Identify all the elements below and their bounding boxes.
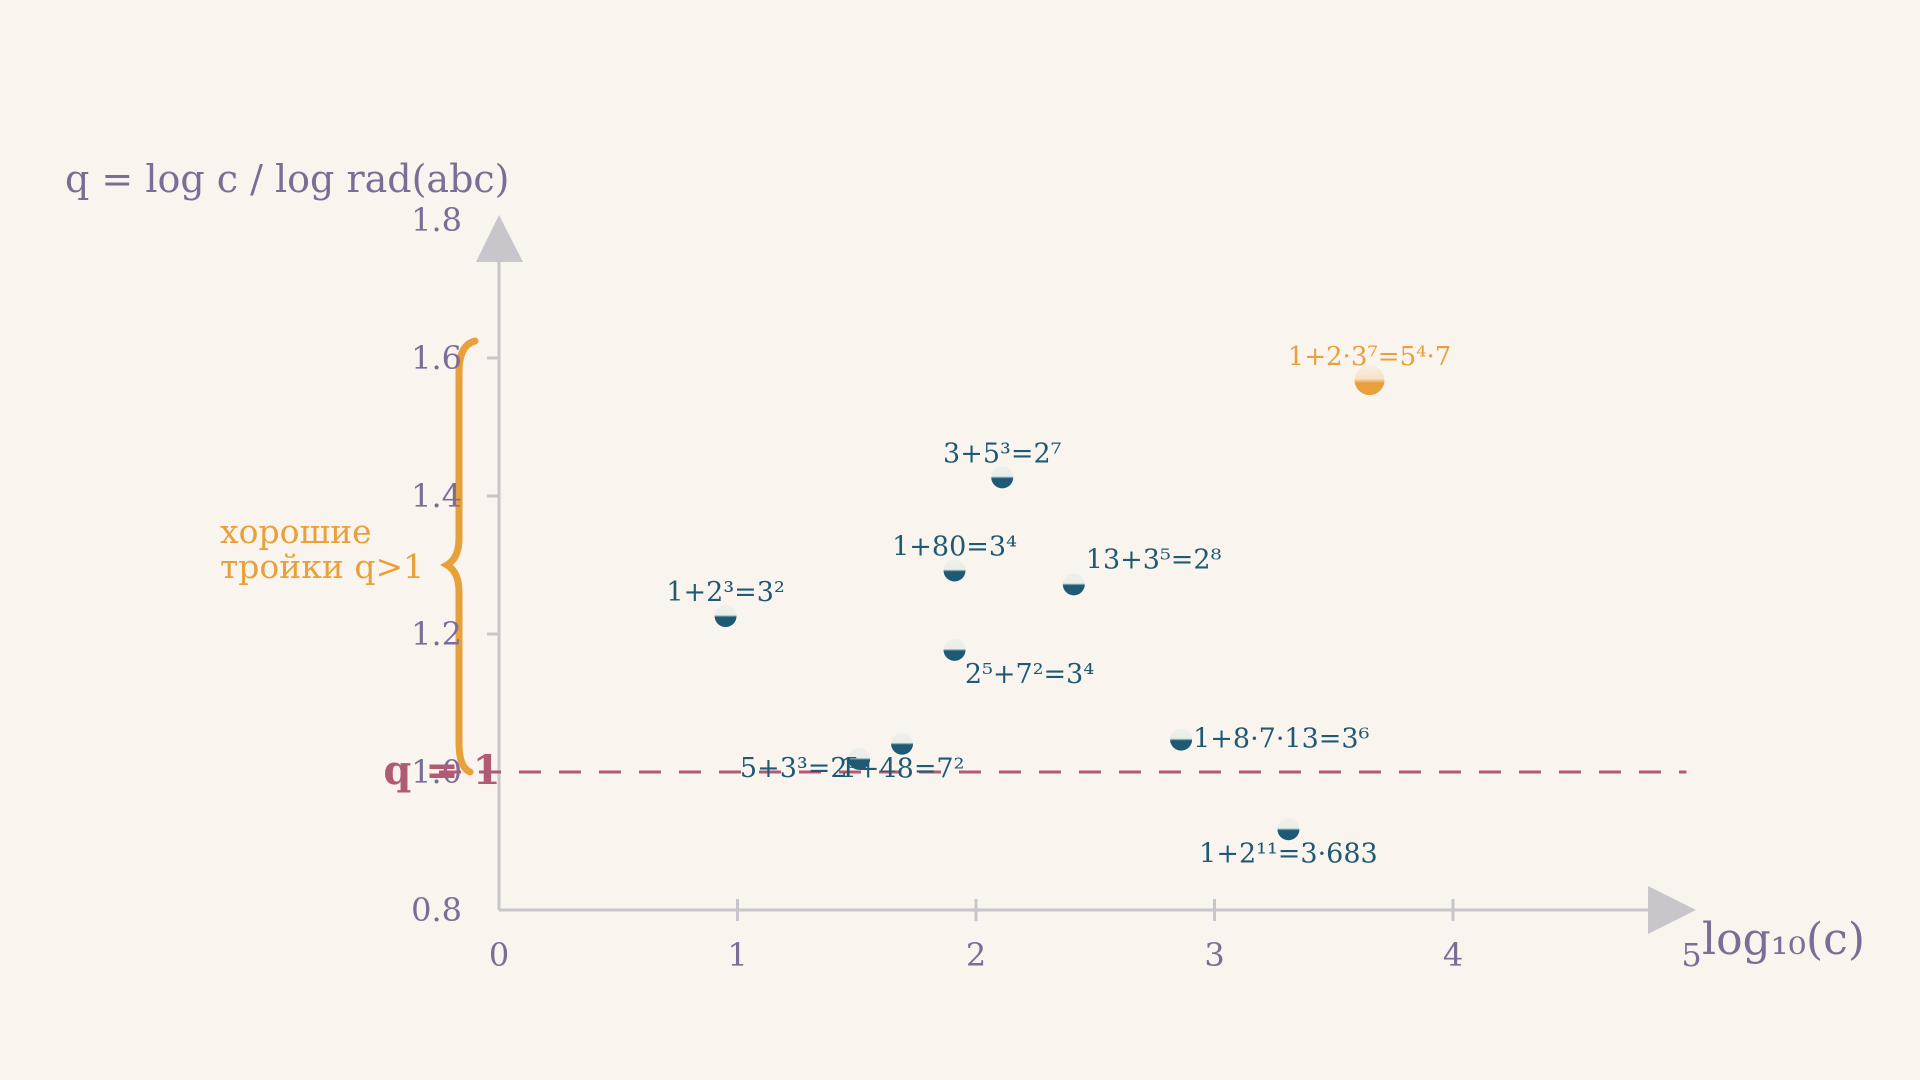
good-triples-annotation: хорошие тройки q>1 <box>220 337 479 776</box>
y-tick-label: 1.4 <box>411 477 462 515</box>
data-point <box>714 605 737 628</box>
data-label: 1+2³=3² <box>666 577 784 608</box>
x-axis-arrow <box>1648 886 1696 934</box>
data-label: 13+3⁵=2⁸ <box>1086 544 1222 575</box>
y-tick-label: 1.2 <box>411 615 462 653</box>
y-axis-label: q = log c / log rad(abc) <box>65 157 510 201</box>
y-ticks: 0.81.01.21.41.61.8 <box>411 201 499 929</box>
x-tick-label: 3 <box>1204 936 1224 974</box>
x-axis-label: log₁₀(c) <box>1702 914 1865 965</box>
data-point <box>848 747 871 770</box>
data-label: 1+48=7² <box>840 754 965 785</box>
data-point <box>891 732 914 755</box>
x-ticks: 0 1 2 3 4 5 <box>489 899 1702 974</box>
y-tick-label: 1.6 <box>411 339 462 377</box>
data-points: 1+2³=3² 5+3³=2⁵1+48=7² 1+80=3⁴ 2⁵+7²=3⁴ 3+5³… <box>666 342 1451 869</box>
x-tick-label: 1 <box>727 936 747 974</box>
data-point <box>943 638 966 661</box>
y-tick-label: 0.8 <box>411 891 462 929</box>
annotation-line-1: хорошие <box>220 512 372 551</box>
data-point <box>1062 573 1085 596</box>
good-triples-bracket <box>440 337 479 776</box>
data-point <box>1277 818 1300 841</box>
data-point <box>991 466 1014 489</box>
reference-line-group: q = 1 <box>383 747 1687 794</box>
x-tick-label: 5 <box>1681 936 1701 974</box>
data-label: 5+3³=2⁵ <box>740 753 858 784</box>
reference-line-label: q = 1 <box>383 747 500 794</box>
y-tick-label: 1.8 <box>411 201 462 239</box>
highlight-point <box>1354 365 1385 396</box>
data-point <box>943 559 966 582</box>
data-label: 1+2¹¹=3·683 <box>1199 838 1378 869</box>
data-label: 1+2·3⁷=5⁴·7 <box>1288 342 1452 372</box>
data-label: 1+8·7·13=3⁶ <box>1193 724 1369 755</box>
x-tick-label: 4 <box>1443 936 1463 974</box>
data-label: 1+80=3⁴ <box>892 532 1017 563</box>
data-label: 3+5³=2⁷ <box>943 438 1062 469</box>
annotation-line-2: тройки q>1 <box>220 547 424 586</box>
x-tick-label: 2 <box>966 936 986 974</box>
data-point <box>1170 728 1193 751</box>
axes <box>476 215 1696 934</box>
y-axis-arrow <box>476 215 523 262</box>
data-label: 2⁵+7²=3⁴ <box>965 659 1094 690</box>
x-tick-label: 0 <box>489 936 509 974</box>
